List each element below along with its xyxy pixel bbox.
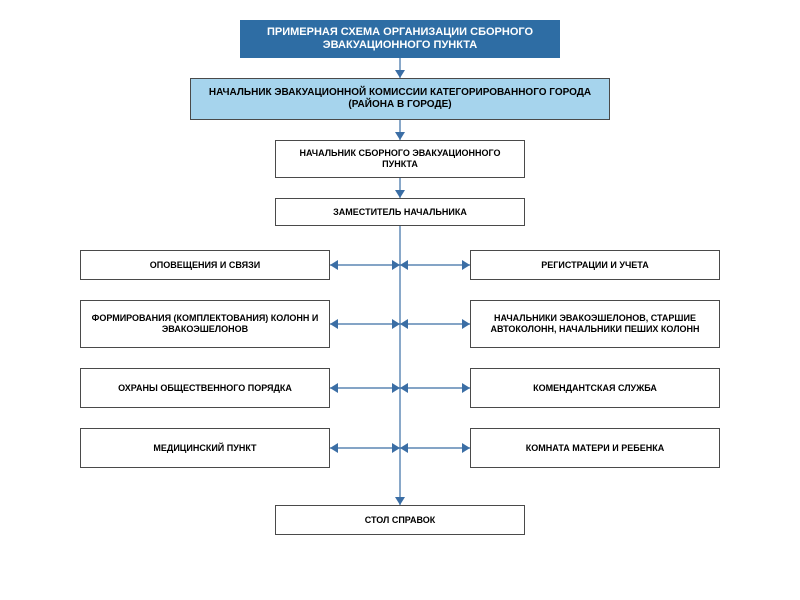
right-2: НАЧАЛЬНИКИ ЭВАКОЭШЕЛОНОВ, СТАРШИЕ АВТОКО… [470,300,720,348]
head-box: НАЧАЛЬНИК ЭВАКУАЦИОННОЙ КОМИССИИ КАТЕГОР… [190,78,610,120]
left-4: МЕДИЦИНСКИЙ ПУНКТ [80,428,330,468]
left-2: ФОРМИРОВАНИЯ (КОМПЛЕКТОВАНИЯ) КОЛОНН И Э… [80,300,330,348]
deputy-box: ЗАМЕСТИТЕЛЬ НАЧАЛЬНИКА [275,198,525,226]
chief-box: НАЧАЛЬНИК СБОРНОГО ЭВАКУАЦИОННОГО ПУНКТА [275,140,525,178]
bottom-box: СТОЛ СПРАВОК [275,505,525,535]
right-1: РЕГИСТРАЦИИ И УЧЕТА [470,250,720,280]
right-4: КОМНАТА МАТЕРИ И РЕБЕНКА [470,428,720,468]
left-1: ОПОВЕЩЕНИЯ И СВЯЗИ [80,250,330,280]
title-box: ПРИМЕРНАЯ СХЕМА ОРГАНИЗАЦИИ СБОРНОГО ЭВА… [240,20,560,58]
left-3: ОХРАНЫ ОБЩЕСТВЕННОГО ПОРЯДКА [80,368,330,408]
right-3: КОМЕНДАНТСКАЯ СЛУЖБА [470,368,720,408]
